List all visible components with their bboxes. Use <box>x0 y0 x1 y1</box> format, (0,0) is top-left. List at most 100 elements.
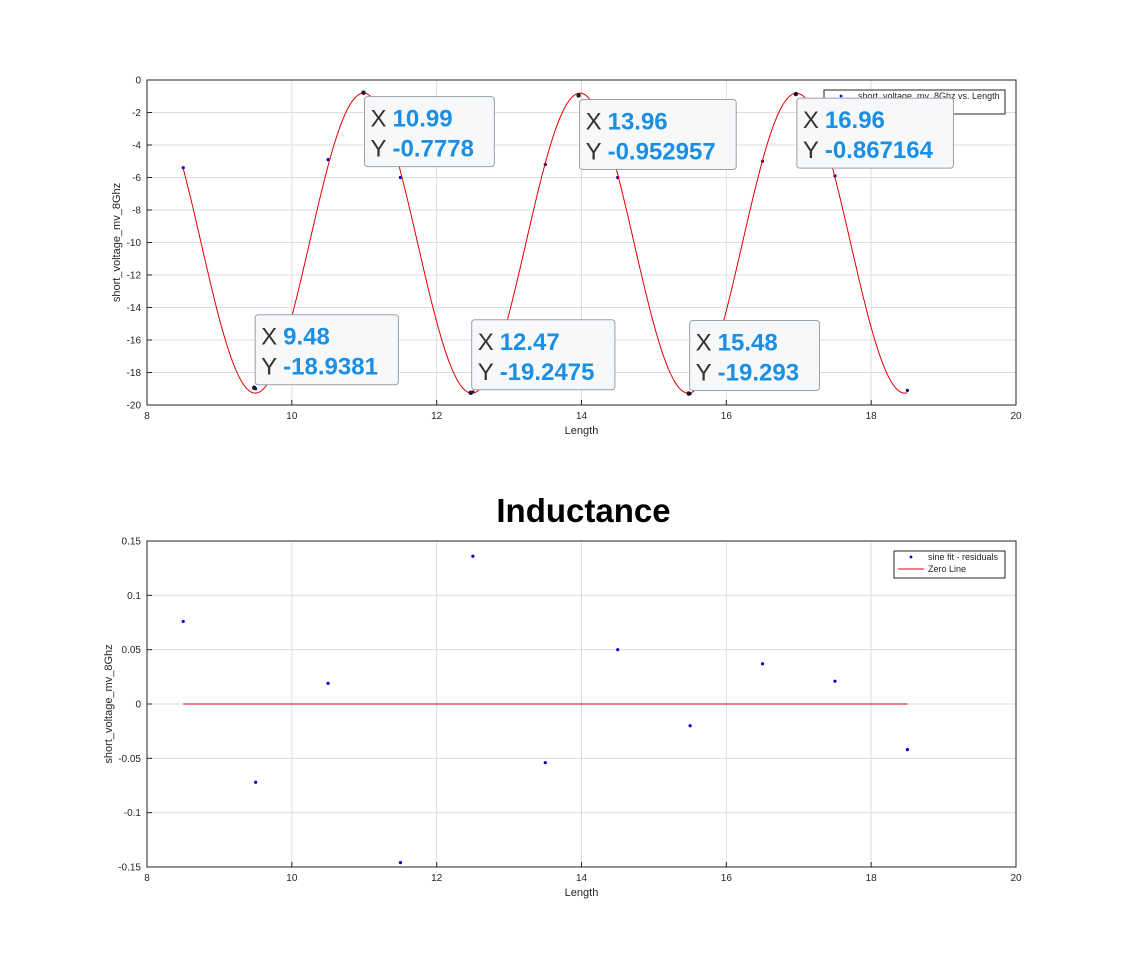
datatip-box <box>364 96 495 168</box>
datatip-x-label: X <box>586 108 602 135</box>
datatip-marker <box>576 93 581 98</box>
x-tick-label: 16 <box>721 873 733 884</box>
datatip[interactable]: X 9.48Y -18.9381 <box>254 314 399 386</box>
datatip-x-value: 15.48 <box>718 330 778 357</box>
data-point <box>833 679 837 683</box>
datatip-x-value: 12.47 <box>500 329 560 356</box>
datatip-marker <box>793 91 799 97</box>
datatip-marker <box>361 90 366 95</box>
datatip-y-value: -19.2475 <box>500 359 595 386</box>
datatip-y-label: Y <box>696 360 712 387</box>
data-point <box>905 748 909 752</box>
data-point <box>181 619 185 624</box>
datatip-box <box>796 97 954 169</box>
legend-label: Zero Line <box>928 564 966 574</box>
x-tick-label: 14 <box>576 411 588 422</box>
legend-dot-swatch <box>839 94 843 98</box>
data-point <box>543 761 547 765</box>
datatip-x-label: X <box>261 324 277 351</box>
datatip-box <box>254 314 399 386</box>
data-point <box>398 175 403 180</box>
datatip-x-label: X <box>371 106 387 133</box>
datatip[interactable]: X 16.96Y -0.867164 <box>796 97 954 169</box>
datatip-x-value: 9.48 <box>283 324 330 351</box>
data-point <box>688 724 692 728</box>
data-point <box>905 388 909 392</box>
x-tick-label: 12 <box>431 411 443 422</box>
fit-line <box>182 92 908 394</box>
y-tick-label: 0.1 <box>127 591 141 602</box>
chart-title: Inductance <box>496 492 670 529</box>
y-tick-label: -14 <box>127 303 142 314</box>
x-tick-label: 14 <box>576 873 588 884</box>
data-point <box>616 648 620 652</box>
x-tick-label: 8 <box>144 411 150 422</box>
datatip-box <box>471 319 616 391</box>
legend-label: short_voltage_mv_8Ghz vs. Length <box>858 91 1000 101</box>
data-point <box>254 780 258 784</box>
legend: sine fit - residuals Zero Line <box>893 550 1006 579</box>
x-tick-label: 20 <box>1010 873 1022 884</box>
datatip-x-label: X <box>696 330 712 357</box>
datatip-x-value: 13.96 <box>608 108 668 135</box>
datatip-y-value: -0.867164 <box>825 137 934 164</box>
y-axis-label: short_voltage_mv_8Ghz <box>111 183 123 302</box>
datatip-marker <box>468 390 473 395</box>
y-tick-label: -2 <box>132 108 141 119</box>
y-tick-label: -0.1 <box>124 808 142 819</box>
data-point <box>398 861 403 865</box>
datatip[interactable]: X 10.99Y -0.7778 <box>364 96 495 168</box>
x-axis-label: Length <box>565 887 599 899</box>
datatip-marker <box>686 391 691 396</box>
datatip-x-label: X <box>803 107 819 134</box>
x-tick-label: 18 <box>866 873 878 884</box>
datatip-y-value: -19.293 <box>718 360 799 387</box>
x-tick-label: 20 <box>1010 411 1022 422</box>
y-tick-label: -12 <box>127 271 142 282</box>
data-point <box>326 681 330 685</box>
y-axis-label: short_voltage_mv_8Ghz <box>103 644 115 763</box>
datatip-x-label: X <box>478 329 494 356</box>
y-tick-label: 0 <box>135 700 141 711</box>
datatip-box <box>579 98 737 170</box>
voltage-vs-length-plot: 8 10 12 14 16 18 20 0 -2 -4 -6 -8 -10 -12 -14 -16 -18 -20… <box>111 76 1022 438</box>
datatip-y-label: Y <box>586 138 602 165</box>
datatip[interactable]: X 13.96Y -0.952957 <box>579 98 737 170</box>
datatip-y-label: Y <box>478 359 494 386</box>
data-point <box>760 662 765 666</box>
datatip-y-value: -0.7778 <box>393 136 474 163</box>
datatip[interactable]: X 15.48Y -19.293 <box>689 320 820 392</box>
y-tick-label: -20 <box>127 401 142 412</box>
inductance-residuals-plot: 8 10 12 14 16 18 20 0.15 0.1 0.05 0 -0.05 -0.1 -0.15 L… <box>103 492 1022 899</box>
y-tick-label: 0 <box>135 76 141 87</box>
x-tick-label: 8 <box>144 873 150 884</box>
y-tick-label: -0.05 <box>118 754 141 765</box>
datatip[interactable]: X 12.47Y -19.2475 <box>471 319 616 391</box>
legend-label: sine fit - residuals <box>928 552 999 562</box>
y-tick-label: 0.05 <box>122 645 142 656</box>
x-axis-label: Length <box>565 425 599 437</box>
y-tick-label: -18 <box>127 368 142 379</box>
y-tick-label: -6 <box>132 173 141 184</box>
datatip-y-value: -18.9381 <box>283 354 378 381</box>
y-tick-label: -10 <box>127 238 142 249</box>
legend-box <box>893 550 1006 579</box>
x-tick-label: 16 <box>721 411 733 422</box>
datatip-y-label: Y <box>803 137 819 164</box>
datatip-x-value: 10.99 <box>393 106 453 133</box>
datatip-x-value: 16.96 <box>825 107 885 134</box>
datatip-box <box>689 320 820 392</box>
x-tick-label: 12 <box>431 873 443 884</box>
x-tick-label: 10 <box>286 873 298 884</box>
y-tick-label: -4 <box>132 141 141 152</box>
legend-dot-swatch <box>909 555 913 559</box>
data-point <box>326 158 330 162</box>
data-point <box>181 166 185 170</box>
datatip-y-value: -0.952957 <box>608 138 716 165</box>
y-tick-label: 0.15 <box>122 537 142 548</box>
x-tick-label: 18 <box>866 411 878 422</box>
datatip-y-label: Y <box>371 136 387 163</box>
datatip-y-label: Y <box>261 354 277 381</box>
y-tick-label: -0.15 <box>118 863 141 874</box>
